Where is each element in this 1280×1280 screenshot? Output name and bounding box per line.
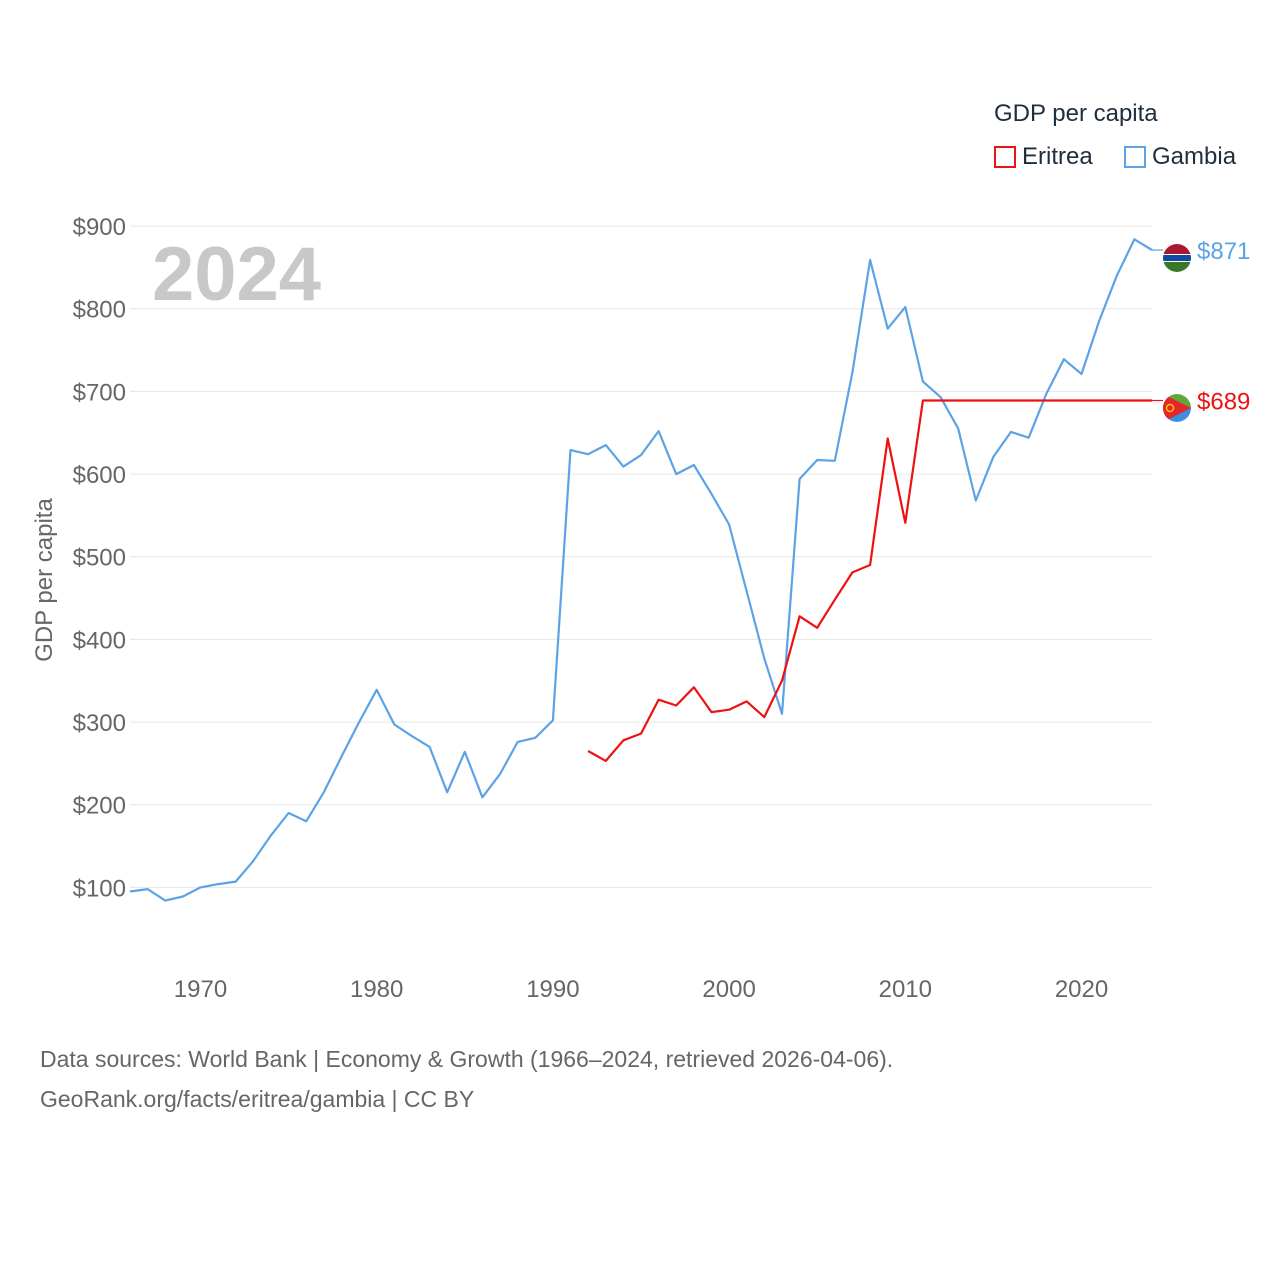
legend-item-gambia[interactable]: Gambia — [1124, 143, 1236, 171]
y-tick-label: $400 — [73, 627, 126, 654]
x-tick-label: 1990 — [526, 976, 579, 1003]
legend-label-eritrea: Eritrea — [1022, 143, 1093, 170]
x-tick-label: 2020 — [1055, 976, 1108, 1003]
x-axis-tick-labels: 1970 1980 1990 2000 2010 2020 — [174, 976, 1108, 1003]
y-axis-tick-labels: $100 $200 $300 $400 $500 $600 $700 $800 $900 — [73, 214, 126, 902]
y-tick-label: $900 — [73, 214, 126, 241]
footer-sources: Data sources: World Bank | Economy & Gro… — [40, 1046, 894, 1072]
series-line-eritrea[interactable] — [587, 399, 1152, 762]
y-tick-label: $100 — [73, 875, 126, 902]
y-tick-label: $200 — [73, 793, 126, 820]
y-axis-title: GDP per capita — [31, 498, 58, 662]
year-watermark: 2024 — [152, 232, 321, 317]
legend-item-eritrea[interactable]: Eritrea — [994, 143, 1093, 171]
gambia-flag-icon — [1163, 244, 1191, 272]
eritrea-swatch-icon — [994, 146, 1016, 168]
eritrea-flag-icon — [1163, 394, 1191, 422]
y-tick-label: $300 — [73, 710, 126, 737]
grid-lines — [130, 225, 1152, 888]
x-tick-label: 2000 — [702, 976, 755, 1003]
x-tick-label: 1980 — [350, 976, 403, 1003]
end-label-eritrea: $689 — [1197, 388, 1250, 415]
y-tick-label: $800 — [73, 297, 126, 324]
legend-label-gambia: Gambia — [1152, 143, 1237, 170]
series-line-gambia[interactable] — [129, 238, 1153, 902]
end-label-gambia: $871 — [1197, 238, 1250, 265]
y-tick-label: $700 — [73, 379, 126, 406]
y-tick-label: $500 — [73, 545, 126, 572]
y-tick-label: $600 — [73, 462, 126, 489]
end-labels: $871 $689 — [1197, 238, 1250, 415]
legend-title: GDP per capita — [994, 100, 1158, 127]
x-tick-label: 1970 — [174, 976, 227, 1003]
footer-attribution[interactable]: GeoRank.org/facts/eritrea/gambia | CC BY — [40, 1086, 475, 1112]
gambia-swatch-icon — [1124, 146, 1146, 168]
series-lines — [129, 238, 1163, 902]
x-tick-label: 2010 — [879, 976, 932, 1003]
